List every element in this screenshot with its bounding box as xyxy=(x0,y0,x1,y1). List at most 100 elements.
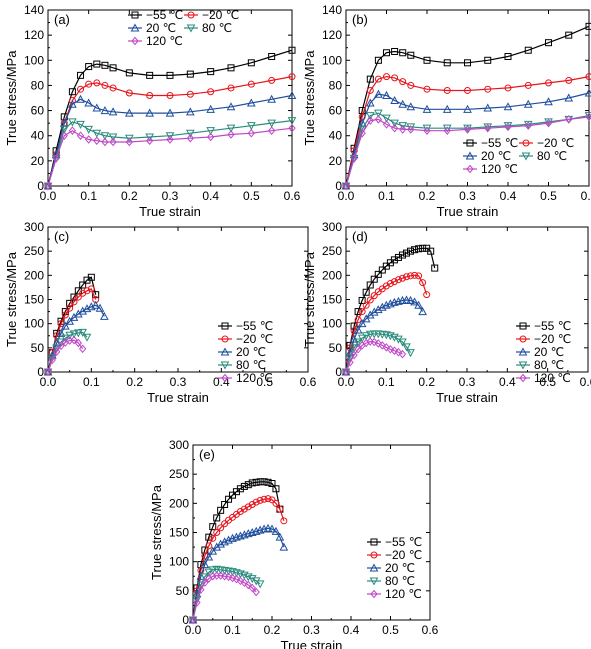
data-point xyxy=(267,119,277,128)
data-point xyxy=(354,345,362,354)
data-point xyxy=(407,81,415,89)
x-tick-label: 0.3 xyxy=(303,623,320,637)
data-point xyxy=(390,119,399,128)
series-0 xyxy=(342,244,439,376)
data-point xyxy=(247,575,257,584)
data-point xyxy=(374,89,383,98)
series-1 xyxy=(342,271,431,376)
data-point xyxy=(398,122,408,131)
y-tick-label: 140 xyxy=(24,3,44,17)
data-point xyxy=(374,115,383,124)
data-point xyxy=(228,573,237,583)
legend-label: 120 ℃ xyxy=(534,371,571,385)
data-point xyxy=(205,542,213,550)
y-tick-label: 300 xyxy=(24,220,44,234)
data-point xyxy=(565,115,573,124)
data-point xyxy=(585,73,591,81)
series-0 xyxy=(342,22,591,190)
data-point xyxy=(504,122,512,132)
data-point xyxy=(443,86,451,94)
data-point xyxy=(350,154,358,163)
data-point xyxy=(406,123,416,132)
legend-marker xyxy=(369,577,379,586)
series-4 xyxy=(342,112,591,191)
data-point xyxy=(267,94,277,103)
series-line xyxy=(47,127,293,187)
data-point xyxy=(100,132,110,141)
series-line xyxy=(47,76,293,187)
data-point xyxy=(246,98,256,107)
data-point xyxy=(383,49,390,57)
x-tick-label: 0.4 xyxy=(343,623,360,637)
x-axis-title: True strain xyxy=(281,638,343,649)
x-axis-title: True strain xyxy=(437,204,499,219)
legend-label: −55 ℃ xyxy=(146,8,183,22)
data-point xyxy=(207,68,215,76)
x-tick-label: 0.6 xyxy=(300,375,317,389)
data-point xyxy=(60,334,70,343)
data-point xyxy=(166,135,174,144)
data-point xyxy=(79,281,87,289)
data-point xyxy=(186,90,194,98)
data-point xyxy=(271,526,281,535)
data-point xyxy=(272,499,280,507)
data-point xyxy=(464,59,471,67)
data-point xyxy=(84,125,94,134)
data-point xyxy=(399,125,407,134)
data-point xyxy=(422,104,432,113)
data-point xyxy=(248,479,256,487)
x-tick-label: 0.5 xyxy=(256,375,273,389)
series-3 xyxy=(43,117,297,191)
data-point xyxy=(287,117,297,126)
data-point xyxy=(227,84,235,92)
series-2 xyxy=(341,295,427,376)
data-point xyxy=(362,338,370,348)
data-point xyxy=(74,338,82,348)
data-point xyxy=(66,304,74,312)
legend-marker xyxy=(466,164,474,174)
data-point xyxy=(287,90,297,99)
legend-marker xyxy=(131,36,139,46)
legend-label: 80 ℃ xyxy=(202,21,232,35)
data-point xyxy=(76,120,85,129)
panel-2: 0.0 0.1 0.2 0.3 0.4 0.5 0.6050100150200250300T… xyxy=(4,220,317,405)
data-point xyxy=(390,346,399,356)
data-point xyxy=(165,132,175,141)
data-point xyxy=(185,107,195,116)
data-point xyxy=(68,97,76,105)
x-tick-label: 0.5 xyxy=(382,623,399,637)
data-point xyxy=(374,339,382,348)
data-point xyxy=(353,338,363,347)
data-point xyxy=(83,287,91,295)
series-line xyxy=(47,339,84,373)
legend-marker xyxy=(130,23,140,32)
data-point xyxy=(357,319,367,328)
data-point xyxy=(79,344,87,354)
data-point xyxy=(70,335,78,345)
legend-label: 80 ℃ xyxy=(537,149,567,163)
data-point xyxy=(399,49,407,57)
data-point xyxy=(70,298,78,306)
panel-label: (c) xyxy=(54,229,69,244)
data-point xyxy=(365,98,375,107)
data-point xyxy=(85,135,93,144)
data-point xyxy=(484,85,492,93)
data-point xyxy=(398,251,406,259)
data-point xyxy=(406,349,415,358)
series-4 xyxy=(342,337,407,377)
legend-marker xyxy=(221,322,229,330)
data-point xyxy=(361,332,371,341)
data-point xyxy=(125,89,133,97)
x-tick-label: 0.5 xyxy=(243,189,260,203)
y-tick-label: 140 xyxy=(322,3,342,17)
data-point xyxy=(386,345,395,354)
data-point xyxy=(427,247,435,255)
data-point xyxy=(204,568,214,577)
y-tick-label: 250 xyxy=(322,244,342,258)
y-tick-label: 100 xyxy=(24,317,44,331)
data-point xyxy=(84,98,94,107)
data-point xyxy=(268,76,276,84)
data-point xyxy=(146,136,154,146)
